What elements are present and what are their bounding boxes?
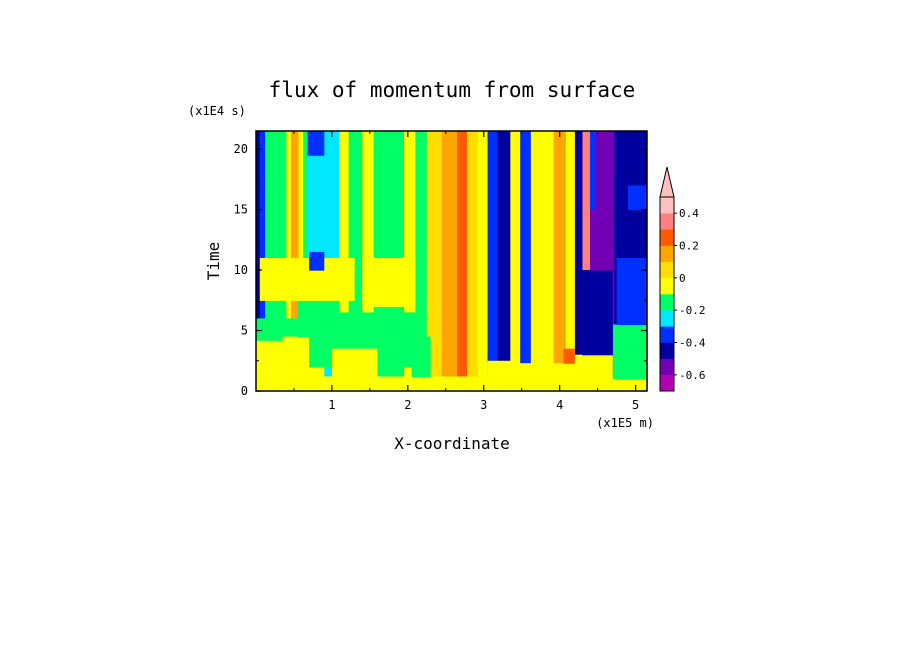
plot-frame bbox=[255, 130, 648, 392]
heatmap-patch bbox=[411, 336, 431, 378]
y-tick-label: 5 bbox=[241, 324, 248, 338]
x-axis-label: X-coordinate bbox=[394, 434, 510, 453]
colorbar-tick-label: 0.4 bbox=[679, 207, 699, 220]
heatmap-patch bbox=[331, 348, 378, 378]
colorbar-swatch bbox=[660, 294, 674, 311]
heatmap-column bbox=[574, 131, 584, 391]
heatmap-patch bbox=[309, 251, 325, 271]
heatmap-column bbox=[467, 131, 479, 391]
heatmap-patch bbox=[563, 348, 575, 364]
heatmap-patch bbox=[307, 131, 325, 156]
colorbar-swatch bbox=[660, 229, 674, 246]
heatmap-patch bbox=[582, 270, 613, 356]
heatmap-column bbox=[487, 131, 499, 391]
colorbar-swatch bbox=[660, 213, 674, 230]
x-tick-label: 2 bbox=[404, 398, 411, 412]
colorbar-swatch bbox=[660, 261, 674, 279]
heatmap-column bbox=[457, 131, 468, 391]
heatmap-patch bbox=[590, 209, 613, 271]
heatmap-column bbox=[442, 131, 458, 391]
y-tick-label: 15 bbox=[234, 203, 248, 217]
y-tick-label: 0 bbox=[241, 384, 248, 398]
plot-area: 1 2 3 4 5 0 5 10 15 20 bbox=[234, 130, 648, 412]
y-tick-label: 20 bbox=[234, 142, 248, 156]
heatmap-patch bbox=[574, 354, 613, 391]
colorbar-tick-label: -0.6 bbox=[679, 369, 706, 382]
heatmap-patch bbox=[616, 257, 647, 326]
heatmap-patch bbox=[514, 363, 583, 391]
y-axis-label: Time bbox=[204, 242, 223, 281]
heatmap-column bbox=[477, 131, 489, 391]
heatmap-column bbox=[256, 131, 261, 391]
colorbar-swatch bbox=[660, 245, 674, 262]
heatmap-column bbox=[530, 131, 543, 391]
x-tick-label: 3 bbox=[480, 398, 487, 412]
heatmap-patch bbox=[628, 185, 647, 211]
y-tick-label: 10 bbox=[234, 263, 248, 277]
colorbar-tick-label: 0.2 bbox=[679, 240, 699, 253]
heatmap-patch bbox=[256, 318, 298, 341]
colorbar-swatch bbox=[660, 374, 674, 392]
y-axis-ticks: 0 5 10 15 20 bbox=[234, 142, 647, 398]
colorbar-swatch bbox=[660, 358, 674, 376]
heatmap-cells bbox=[256, 131, 647, 391]
colorbar-extend-arrow bbox=[659, 166, 675, 198]
x-axis-ticks: 1 2 3 4 5 bbox=[293, 131, 639, 412]
colorbar-swatch bbox=[660, 326, 674, 343]
colorbar: -0.6 -0.4 -0.2 0 0.2 0.4 bbox=[659, 166, 706, 392]
colorbar-swatch bbox=[660, 277, 674, 295]
x-tick-label: 4 bbox=[556, 398, 563, 412]
colorbar-swatch bbox=[660, 310, 674, 327]
heatmap-patch bbox=[259, 257, 355, 301]
heatmap-patch bbox=[612, 324, 647, 380]
heatmap-column bbox=[426, 131, 443, 391]
heatmap-patch bbox=[256, 340, 283, 391]
heatmap-column bbox=[510, 131, 521, 391]
x-tick-label: 5 bbox=[632, 398, 639, 412]
heatmap-patch bbox=[487, 360, 515, 391]
heatmap-patch bbox=[614, 173, 647, 253]
colorbar-swatch bbox=[660, 342, 674, 359]
heatmap-column bbox=[415, 131, 428, 391]
x-unit-label: (x1E5 m) bbox=[596, 416, 654, 430]
heatmap-column bbox=[520, 131, 532, 391]
heatmap-patch bbox=[362, 257, 416, 307]
heatmap-column bbox=[541, 131, 555, 391]
x-tick-label: 1 bbox=[328, 398, 335, 412]
chart-title: flux of momentum from surface bbox=[269, 78, 636, 102]
colorbar-tick-label: -0.4 bbox=[679, 337, 706, 350]
colorbar-tick-label: -0.2 bbox=[679, 304, 706, 317]
y-unit-label: (x1E4 s) bbox=[188, 104, 246, 118]
heatmap-column bbox=[582, 131, 591, 391]
colorbar-tick-label: 0 bbox=[679, 272, 686, 285]
colorbar-swatch bbox=[660, 197, 674, 214]
heatmap-column bbox=[553, 131, 567, 391]
heatmap-column bbox=[565, 131, 576, 391]
heatmap-column bbox=[497, 131, 511, 391]
